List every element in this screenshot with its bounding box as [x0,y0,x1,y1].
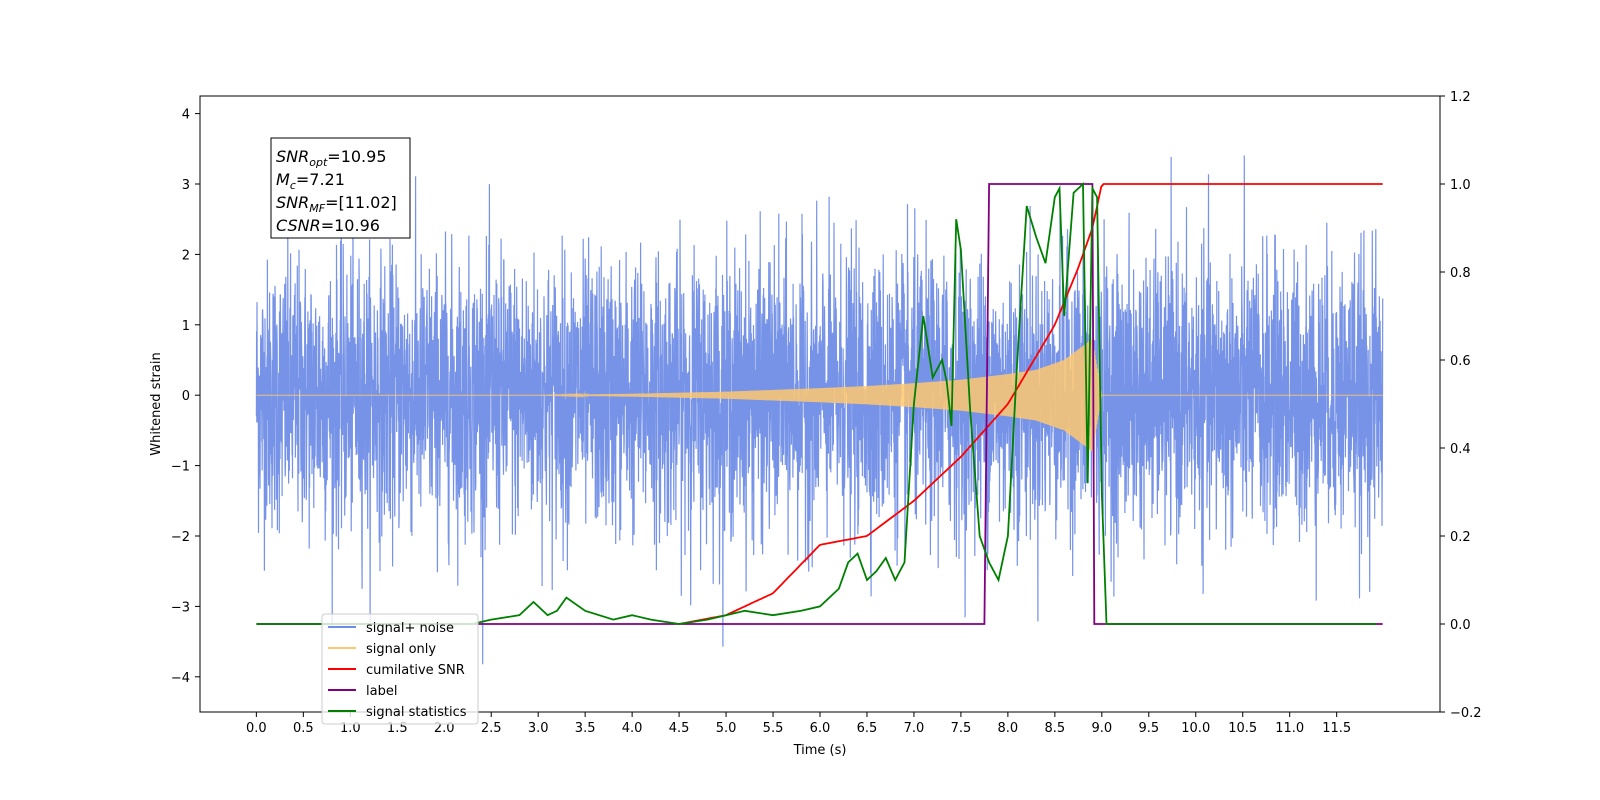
x-axis-label: Time (s) [793,743,847,758]
x-tick-label: 3.0 [528,721,549,736]
legend-label: cumilative SNR [366,663,465,678]
x-tick-label: 6.0 [810,721,831,736]
x-tick-label: 5.5 [763,721,784,736]
y2-tick-label: 1.2 [1450,90,1471,105]
x-tick-label: 1.5 [387,721,408,736]
x-tick-label: 5.0 [716,721,737,736]
legend-label: label [366,684,397,699]
x-tick-label: 10.0 [1181,721,1210,736]
y-tick-label: −3 [171,600,190,615]
y-tick-label: −4 [171,671,190,686]
x-tick-label: 0.5 [293,721,314,736]
legend-label: signal statistics [366,705,467,720]
info-box: SNRopt=10.95Mc=7.21SNRMF=[11.02]CSNR=10.… [270,137,411,239]
series-signal-only [256,339,1383,452]
x-tick-label: 11.5 [1322,721,1351,736]
y2-tick-label: 0.8 [1450,266,1471,281]
y-tick-label: 3 [182,178,190,193]
x-tick-label: 2.0 [434,721,455,736]
series-signal-statistics [256,181,1377,625]
y2-tick-label: −0.2 [1450,706,1482,721]
legend-label: signal only [366,642,436,657]
x-tick-label: 0.0 [246,721,267,736]
x-tick-label: 11.0 [1275,721,1304,736]
x-tick-label: 9.5 [1138,721,1159,736]
x-axis: 0.0 0.5 1.0 1.5 2.0 2.5 3.0 3.5 4.0 4.5 5.0 5.5 6.0 6… [246,712,1351,736]
y2-tick-label: 0.2 [1450,530,1471,545]
y-axis-label: Whitened strain [149,352,164,455]
series-cumulative-snr [678,183,1383,625]
x-tick-label: 4.0 [622,721,643,736]
info-line: Mc=7.21 [276,170,345,192]
x-tick-label: 7.0 [904,721,925,736]
plot-area [255,155,1384,665]
legend-frame [321,613,479,725]
y-tick-label: 1 [182,319,190,334]
info-line: SNRopt=10.95 [276,147,387,169]
y-tick-label: 2 [182,248,190,263]
series-signal-plus-noise [255,155,1384,665]
y2-tick-label: 0.0 [1450,618,1471,633]
x-tick-label: 3.5 [575,721,596,736]
info-line: SNRMF=[11.02] [276,193,397,215]
y-tick-label: −2 [171,530,190,545]
y2-tick-label: 1.0 [1450,178,1471,193]
legend-label: signal+ noise [366,621,454,636]
series-label [256,183,1383,625]
x-tick-label: 6.5 [857,721,878,736]
legend: signal+ noise signal only cumilative SNR la… [321,613,479,725]
y-axis-right: −0.2 0.0 0.2 0.4 0.6 0.8 1.0 1.2 [1440,90,1482,721]
x-tick-label: 7.5 [951,721,972,736]
info-box-frame [270,137,411,239]
y2-tick-label: 0.6 [1450,354,1471,369]
x-tick-label: 8.5 [1045,721,1066,736]
x-tick-label: 9.0 [1091,721,1112,736]
y-tick-label: 0 [182,389,190,404]
y-tick-label: 4 [182,108,190,123]
y-axis-left: −4 −3 −2 −1 0 1 2 3 4 [171,108,200,686]
y-tick-label: −1 [171,460,190,475]
x-tick-label: 10.5 [1228,721,1257,736]
x-tick-label: 1.0 [340,721,361,736]
info-line: CSNR=10.96 [276,216,380,235]
x-tick-label: 8.0 [998,721,1019,736]
x-tick-label: 2.5 [481,721,502,736]
y2-tick-label: 0.4 [1450,442,1471,457]
x-tick-label: 4.5 [669,721,690,736]
